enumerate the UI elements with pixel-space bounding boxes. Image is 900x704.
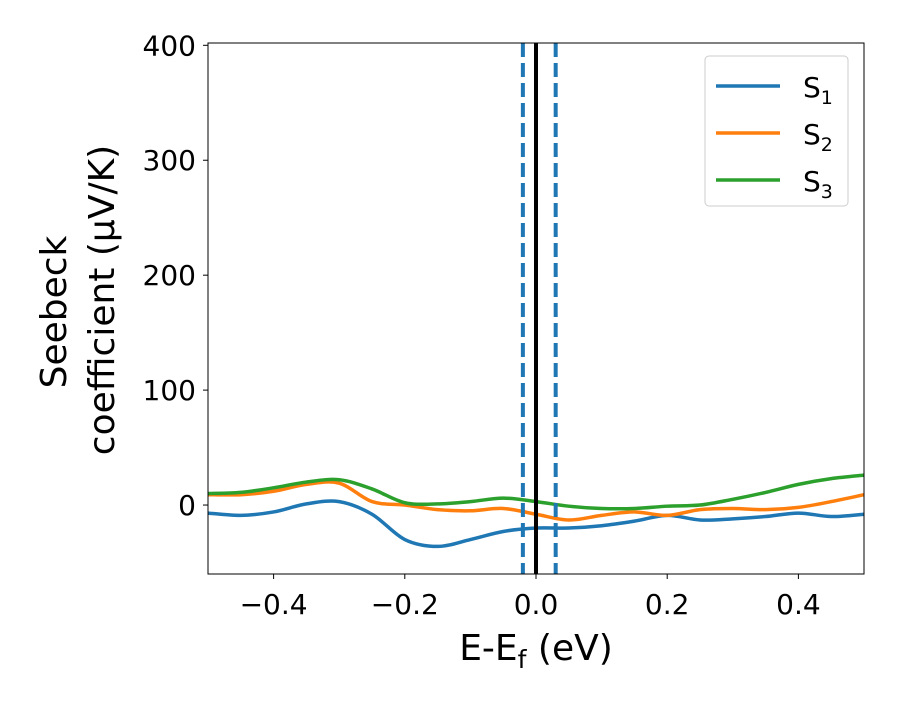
- y-axis-label-line2: coefficient (μV/K): [82, 145, 123, 455]
- y-tick-label: 200: [143, 259, 196, 292]
- legend-label-s3: S3: [803, 165, 833, 203]
- legend-label-s1: S1: [803, 71, 833, 109]
- legend-label-s2: S2: [803, 118, 833, 156]
- legend-box: [704, 55, 849, 207]
- x-axis-label: E-Ef (eV): [459, 628, 613, 674]
- x-tick-label: −0.2: [371, 588, 439, 621]
- x-tick-label: 0.0: [514, 588, 559, 621]
- y-tick-label: 0: [178, 489, 196, 522]
- y-tick-label: 100: [143, 374, 196, 407]
- y-axis-label-line1: Seebeck: [34, 235, 75, 388]
- y-tick-label: 400: [143, 29, 196, 62]
- y-tick-label: 300: [143, 144, 196, 177]
- x-tick-label: 0.4: [776, 588, 821, 621]
- x-tick-label: −0.4: [240, 588, 308, 621]
- x-tick-label: 0.2: [645, 588, 690, 621]
- legend: S1 S2 S3: [704, 55, 849, 207]
